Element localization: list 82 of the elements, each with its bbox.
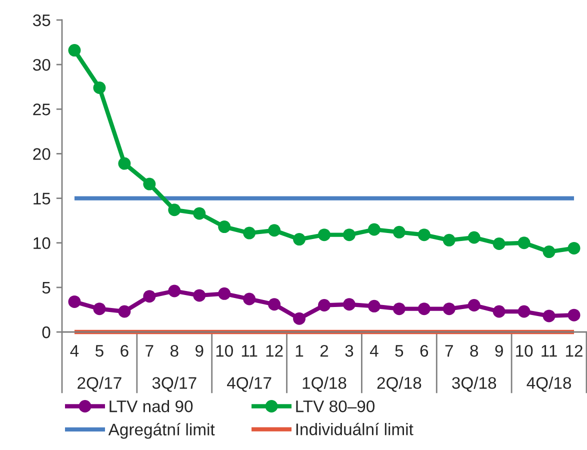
x-tick-label: 9 [196,344,204,357]
legend-label: Individuální limit [296,422,414,436]
point [68,295,81,308]
point [293,233,306,246]
point [468,299,480,312]
point [168,204,181,216]
x-tick-label: 11 [542,345,557,357]
x-tick-label: 8 [470,344,478,357]
point [542,310,556,322]
point [318,228,330,242]
point [243,226,256,240]
y-tick-label: 5 [42,282,50,294]
point [193,207,206,220]
point [442,234,456,246]
x-tick-label: 10 [216,344,233,357]
point [268,298,281,311]
x-tick-label: 4 [370,345,378,357]
x-tick-label: 11 [242,345,258,357]
y-tick-label: 0 [42,326,50,338]
x-tick-label: 10 [516,344,533,357]
y-tick-label: 35 [32,14,50,26]
point [492,238,506,250]
point [418,302,430,316]
text: 2Q/18 [377,376,422,392]
point [193,289,206,302]
point [268,224,281,237]
x-tick-label: 12 [566,344,582,357]
x-tick-label: 7 [445,345,453,357]
x-tick-label: 4 [70,345,79,357]
point [392,226,406,238]
point [243,292,256,306]
text: 3Q/18 [452,376,496,392]
x-tick-label: 5 [95,345,104,357]
point [568,242,580,254]
legend-label: Agregátní limit [108,423,215,439]
x-tick-label: 5 [395,345,404,357]
point [368,223,380,236]
x-tick-label: 7 [146,345,154,357]
x-tick-label: 2 [320,344,328,357]
text: 4Q/18 [526,376,572,392]
x-tick-label: 12 [266,344,283,357]
text: 3Q/17 [152,376,196,392]
point [168,284,181,298]
point [318,299,330,312]
point [143,178,156,190]
point [468,231,480,244]
point [518,236,530,250]
point [342,228,356,242]
point [93,302,106,316]
x-tick-label: 1 [296,345,304,357]
y-tick-label: 20 [33,148,50,160]
point [143,290,156,303]
point [492,305,506,318]
point [342,298,356,311]
point [218,220,231,234]
legend-label: LTV 80–90 [296,400,375,412]
point [542,246,556,258]
point [568,308,580,322]
text: 2Q/17 [78,376,122,392]
point [418,228,430,242]
legend-label: LTV nad 90 [110,400,193,412]
x-tick-label: 8 [170,344,178,357]
x-tick-label: 9 [495,344,503,357]
x-tick-label: 6 [120,344,128,357]
point [293,312,306,325]
point [518,305,530,318]
x-tick-label: 6 [420,344,428,357]
y-tick-label: 25 [33,104,50,116]
y-tick-label: 30 [32,58,50,71]
point [218,287,231,300]
point [118,157,131,170]
y-tick-label: 10 [34,237,50,250]
text: 1Q/18 [302,376,346,392]
point [93,82,106,94]
point [118,305,131,318]
x-tick-label: 3 [345,344,354,357]
point [392,302,406,316]
point [442,302,456,316]
text: 4Q/17 [227,376,272,392]
y-tick-label: 15 [34,192,50,204]
point [68,44,81,57]
point [368,300,380,312]
